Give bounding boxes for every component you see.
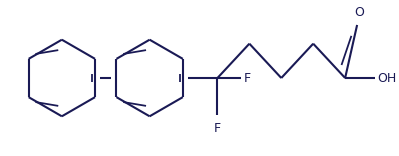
Text: F: F	[214, 122, 221, 135]
Text: F: F	[243, 71, 251, 85]
Text: OH: OH	[377, 71, 396, 85]
Text: O: O	[354, 6, 364, 19]
